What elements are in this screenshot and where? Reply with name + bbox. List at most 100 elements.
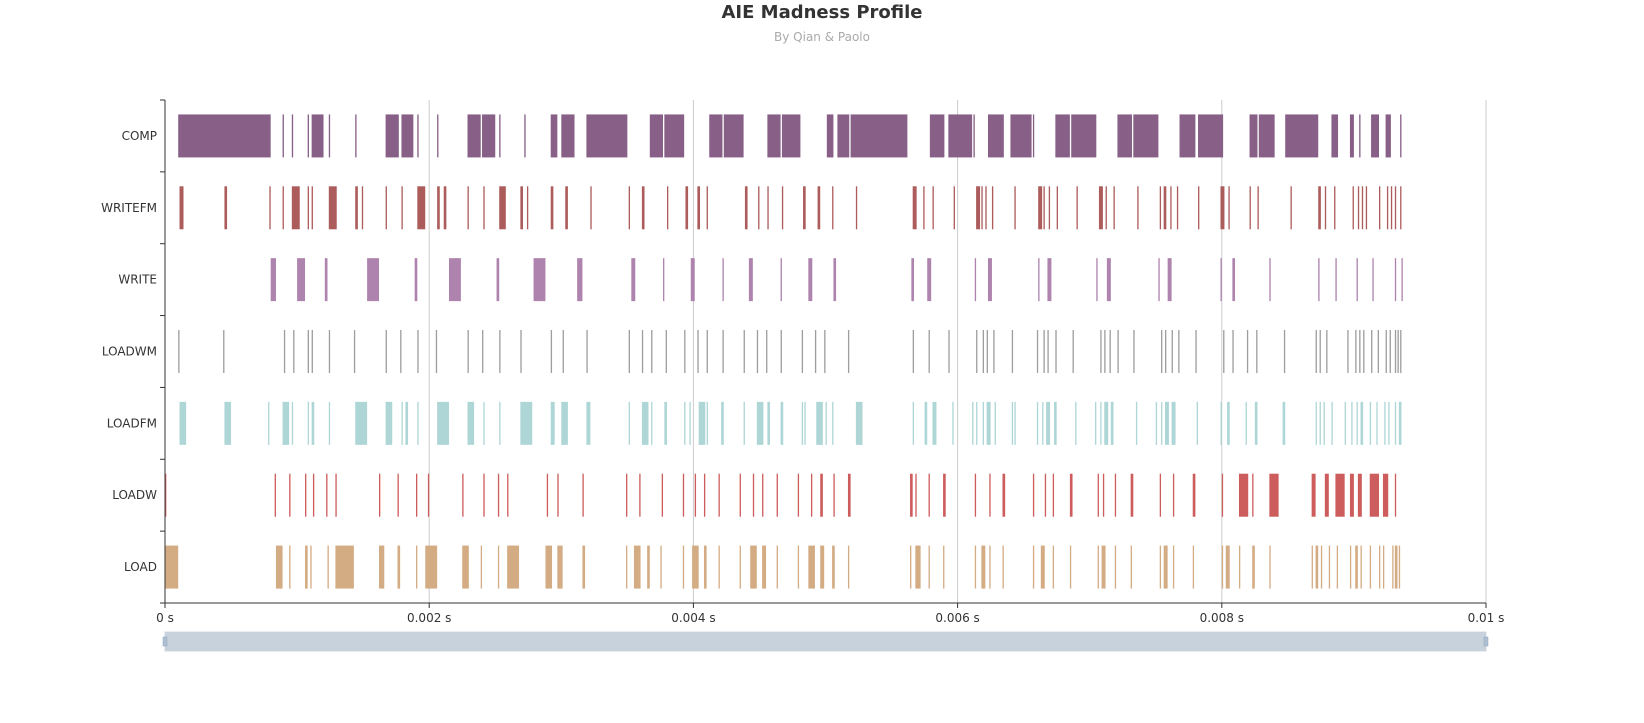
timeline-bar[interactable] — [666, 186, 669, 230]
timeline-bar[interactable] — [689, 401, 691, 445]
timeline-bar[interactable] — [1010, 114, 1032, 158]
timeline-bar[interactable] — [743, 330, 745, 373]
timeline-bar[interactable] — [739, 473, 741, 517]
timeline-bar[interactable] — [1223, 330, 1225, 373]
timeline-bar[interactable] — [270, 258, 276, 302]
timeline-bar[interactable] — [1282, 401, 1286, 445]
timeline-bar[interactable] — [1349, 473, 1354, 517]
timeline-bar[interactable] — [628, 330, 630, 373]
timeline-bar[interactable] — [545, 545, 553, 589]
timeline-bar[interactable] — [582, 545, 586, 589]
timeline-bar[interactable] — [801, 330, 804, 373]
timeline-bar[interactable] — [307, 330, 309, 373]
timeline-bar[interactable] — [1100, 401, 1102, 445]
timeline-bar[interactable] — [415, 473, 418, 517]
timeline-bar[interactable] — [1130, 473, 1134, 517]
timeline-bar[interactable] — [972, 401, 974, 445]
timeline-bar[interactable] — [762, 473, 764, 517]
timeline-bar[interactable] — [974, 258, 977, 302]
timeline-bar[interactable] — [1394, 186, 1397, 230]
timeline-bar[interactable] — [289, 473, 291, 517]
timeline-bar[interactable] — [1014, 401, 1016, 445]
timeline-bar[interactable] — [665, 330, 667, 373]
timeline-bar[interactable] — [986, 401, 991, 445]
timeline-bar[interactable] — [855, 186, 858, 230]
timeline-bar[interactable] — [1040, 545, 1045, 589]
timeline-bar[interactable] — [703, 545, 707, 589]
timeline-bar[interactable] — [706, 401, 708, 445]
timeline-bar[interactable] — [664, 114, 685, 158]
timeline-bar[interactable] — [1392, 545, 1394, 589]
timeline-bar[interactable] — [467, 401, 475, 445]
timeline-bar[interactable] — [467, 186, 469, 230]
timeline-bar[interactable] — [1171, 330, 1173, 373]
timeline-bar[interactable] — [379, 545, 385, 589]
timeline-bar[interactable] — [976, 186, 981, 230]
timeline-bar[interactable] — [1130, 545, 1132, 589]
timeline-bar[interactable] — [327, 545, 329, 589]
timeline-bar[interactable] — [1232, 330, 1234, 373]
timeline-bar[interactable] — [989, 545, 991, 589]
timeline-bar[interactable] — [1324, 473, 1329, 517]
timeline-bar[interactable] — [224, 401, 232, 445]
timeline-bar[interactable] — [1335, 258, 1337, 302]
zoom-window[interactable] — [165, 632, 1486, 651]
timeline-bar[interactable] — [661, 473, 664, 517]
timeline-bar[interactable] — [1390, 186, 1393, 230]
timeline-bar[interactable] — [520, 186, 523, 230]
timeline-bar[interactable] — [1238, 473, 1249, 517]
timeline-bar[interactable] — [1326, 330, 1328, 373]
timeline-bar[interactable] — [282, 401, 290, 445]
timeline-bar[interactable] — [417, 114, 419, 158]
timeline-bar[interactable] — [311, 186, 313, 230]
timeline-bar[interactable] — [993, 330, 995, 373]
timeline-bar[interactable] — [1044, 473, 1047, 517]
timeline-bar[interactable] — [562, 330, 564, 373]
timeline-bar[interactable] — [1097, 473, 1099, 517]
timeline-bar[interactable] — [397, 473, 399, 517]
timeline-bar[interactable] — [1324, 186, 1327, 230]
timeline-bar[interactable] — [1114, 473, 1117, 517]
timeline-bar[interactable] — [1043, 186, 1045, 230]
timeline-bar[interactable] — [355, 186, 358, 230]
timeline-bar[interactable] — [1386, 186, 1389, 230]
timeline-bar[interactable] — [379, 473, 381, 517]
timeline-bar[interactable] — [1104, 401, 1109, 445]
timeline-bar[interactable] — [814, 330, 817, 373]
timeline-bar[interactable] — [1196, 401, 1199, 445]
timeline-bar[interactable] — [1172, 545, 1175, 589]
timeline-bar[interactable] — [816, 401, 823, 445]
timeline-bar[interactable] — [915, 473, 917, 517]
timeline-bar[interactable] — [847, 330, 850, 373]
timeline-bar[interactable] — [1038, 258, 1040, 302]
timeline-bar[interactable] — [586, 401, 591, 445]
timeline-bar[interactable] — [660, 545, 662, 589]
timeline-bar[interactable] — [1331, 114, 1339, 158]
timeline-bar[interactable] — [682, 545, 685, 589]
timeline-bar[interactable] — [780, 330, 782, 373]
timeline-bar[interactable] — [1165, 330, 1167, 373]
timeline-bar[interactable] — [1385, 114, 1391, 158]
timeline-bar[interactable] — [224, 186, 228, 230]
timeline-bar[interactable] — [1198, 186, 1200, 230]
timeline-bar[interactable] — [1400, 186, 1402, 230]
timeline-bar[interactable] — [1397, 330, 1399, 373]
timeline-bar[interactable] — [801, 401, 804, 445]
timeline-bar[interactable] — [405, 401, 409, 445]
timeline-bar[interactable] — [943, 545, 945, 589]
timeline-bar[interactable] — [355, 114, 357, 158]
timeline-bar[interactable] — [401, 401, 403, 445]
timeline-bar[interactable] — [1318, 186, 1321, 230]
timeline-bar[interactable] — [1055, 114, 1070, 158]
timeline-bar[interactable] — [1172, 473, 1175, 517]
timeline-bar[interactable] — [1372, 258, 1374, 302]
timeline-bar[interactable] — [948, 330, 950, 373]
timeline-bar[interactable] — [932, 401, 937, 445]
timeline-bar[interactable] — [462, 473, 464, 517]
timeline-bar[interactable] — [832, 545, 835, 589]
timeline-bar[interactable] — [684, 401, 686, 445]
timeline-bar[interactable] — [641, 401, 649, 445]
timeline-bar[interactable] — [1311, 545, 1313, 589]
timeline-bar[interactable] — [1046, 401, 1051, 445]
timeline-bar[interactable] — [1369, 401, 1372, 445]
